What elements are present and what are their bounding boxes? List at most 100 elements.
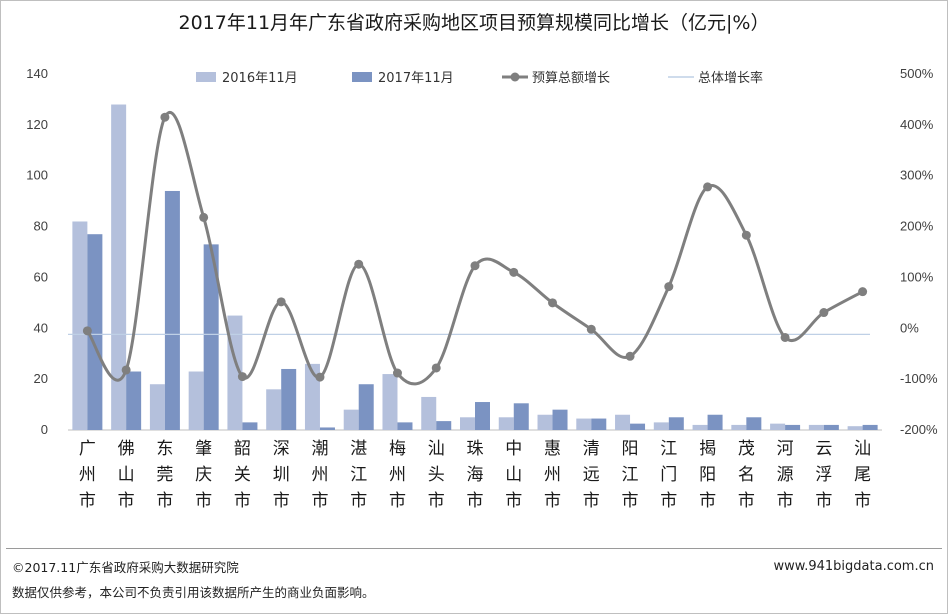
growth-point xyxy=(121,365,131,375)
bar-2016 xyxy=(382,374,398,430)
legend-label: 2017年11月 xyxy=(378,71,454,86)
growth-point xyxy=(354,259,364,269)
x-tick-label: 肇庆市 xyxy=(195,439,212,511)
y-left-tick-label: 60 xyxy=(34,269,48,284)
y-left-tick-label: 40 xyxy=(34,320,48,335)
legend-marker xyxy=(510,72,520,82)
bar-2016 xyxy=(149,384,165,430)
y-left-tick-label: 120 xyxy=(26,117,48,132)
bar-2017 xyxy=(397,422,413,430)
bar-2017 xyxy=(513,403,529,430)
bar-2017 xyxy=(862,424,878,430)
bar-2017 xyxy=(319,427,335,430)
growth-point xyxy=(703,182,713,192)
legend-swatch xyxy=(196,72,216,82)
y-right-tick-label: 200% xyxy=(900,219,934,234)
x-tick-label: 东莞市 xyxy=(156,439,173,511)
x-tick-label: 茂名市 xyxy=(738,439,755,511)
bar-2017 xyxy=(707,414,723,430)
bar-2017 xyxy=(785,424,801,430)
bar-2016 xyxy=(731,424,747,430)
x-tick-label: 清远市 xyxy=(583,439,600,511)
footer-copyright: ©2017.11广东省政府采购大数据研究院 xyxy=(12,560,239,575)
y-right-tick-label: -200% xyxy=(900,422,938,437)
bar-2016 xyxy=(111,104,127,430)
legend-label: 2016年11月 xyxy=(222,71,298,86)
y-right-tick-label: -100% xyxy=(900,371,938,386)
growth-point xyxy=(431,363,441,373)
x-tick-label: 广州市 xyxy=(79,439,96,511)
growth-point xyxy=(664,282,674,292)
bar-2016 xyxy=(304,363,320,430)
growth-point xyxy=(160,112,170,122)
bar-2017 xyxy=(242,422,258,430)
bar-2017 xyxy=(436,421,452,430)
x-tick-label: 汕尾市 xyxy=(854,439,871,511)
y-left-tick-label: 80 xyxy=(34,219,48,234)
y-left-tick-label: 100 xyxy=(26,168,48,183)
y-right-tick-label: 300% xyxy=(900,168,934,183)
bar-2017 xyxy=(630,423,646,430)
bar-2016 xyxy=(615,414,631,430)
bar-2016 xyxy=(498,417,514,430)
x-tick-label: 江门市 xyxy=(660,439,677,511)
bar-2017 xyxy=(281,368,297,430)
y-right-tick-label: 400% xyxy=(900,117,934,132)
y-left-tick-label: 140 xyxy=(26,66,48,81)
bar-2016 xyxy=(460,417,475,430)
x-tick-label: 佛山市 xyxy=(118,439,135,511)
bar-2017 xyxy=(126,371,142,430)
bar-2016 xyxy=(770,423,786,430)
growth-point xyxy=(470,261,480,271)
growth-line xyxy=(86,111,864,386)
legend-swatch xyxy=(352,72,372,82)
bar-2017 xyxy=(87,234,103,430)
x-tick-label: 中山市 xyxy=(505,439,522,511)
bar-2017 xyxy=(203,244,219,430)
lines-layer xyxy=(68,111,870,386)
growth-point xyxy=(780,332,790,342)
bar-2016 xyxy=(421,396,437,430)
bar-2016 xyxy=(343,409,359,430)
x-tick-label: 梅州市 xyxy=(389,439,406,511)
x-tick-label: 惠州市 xyxy=(544,439,561,511)
y-left-tick-label: 20 xyxy=(34,371,48,386)
bar-2016 xyxy=(847,426,863,430)
bar-2016 xyxy=(537,414,553,430)
growth-point xyxy=(858,287,868,297)
y-right-tick-label: 100% xyxy=(900,269,934,284)
growth-point xyxy=(199,212,209,222)
bar-2016 xyxy=(72,221,88,430)
growth-point xyxy=(741,230,751,240)
x-tick-label: 揭阳市 xyxy=(699,439,716,511)
legend-label: 总体增长率 xyxy=(698,70,763,86)
chart-title: 2017年11月年广东省政府采购地区项目预算规模同比增长（亿元|%） xyxy=(178,12,770,34)
bar-2016 xyxy=(188,371,204,430)
footer: ©2017.11广东省政府采购大数据研究院 www.941bigdata.com… xyxy=(6,548,942,609)
footer-website[interactable]: www.941bigdata.com.cn xyxy=(773,559,934,574)
growth-point xyxy=(819,308,829,318)
growth-point xyxy=(276,297,286,307)
growth-point xyxy=(548,298,558,308)
x-tick-label: 珠海市 xyxy=(467,439,484,511)
footer-disclaimer: 数据仅供参考，本公司不负责引用该数据所产生的商业负面影响。 xyxy=(12,585,375,600)
x-tick-label: 云浮市 xyxy=(815,439,832,511)
growth-point xyxy=(586,324,596,334)
chart-canvas: 0 20 40 60 80 100 120 140 -200% -100% 0% 100% 200% 30… xyxy=(26,66,938,511)
y-right-tick-label: 500% xyxy=(900,66,934,81)
legend-label: 预算总额增长 xyxy=(532,71,610,86)
x-tick-label: 韶关市 xyxy=(234,439,251,511)
x-tick-label: 河源市 xyxy=(777,439,794,511)
axes-layer: 0 20 40 60 80 100 120 140 -200% -100% 0% 100% 200% 30… xyxy=(26,66,938,511)
bar-2017 xyxy=(823,424,839,430)
bar-2016 xyxy=(692,424,708,430)
y-right-tick-label: 0% xyxy=(900,320,919,335)
legend: 2016年11月 2017年11月 预算总额增长 总体增长率 xyxy=(196,70,763,86)
growth-point xyxy=(315,372,325,382)
x-tick-label: 湛江市 xyxy=(350,439,367,511)
x-tick-label: 潮州市 xyxy=(311,439,328,511)
x-tick-label: 汕头市 xyxy=(428,439,445,511)
growth-point xyxy=(509,267,519,277)
x-tick-label: 阳江市 xyxy=(622,439,639,511)
bar-2017 xyxy=(591,418,607,430)
